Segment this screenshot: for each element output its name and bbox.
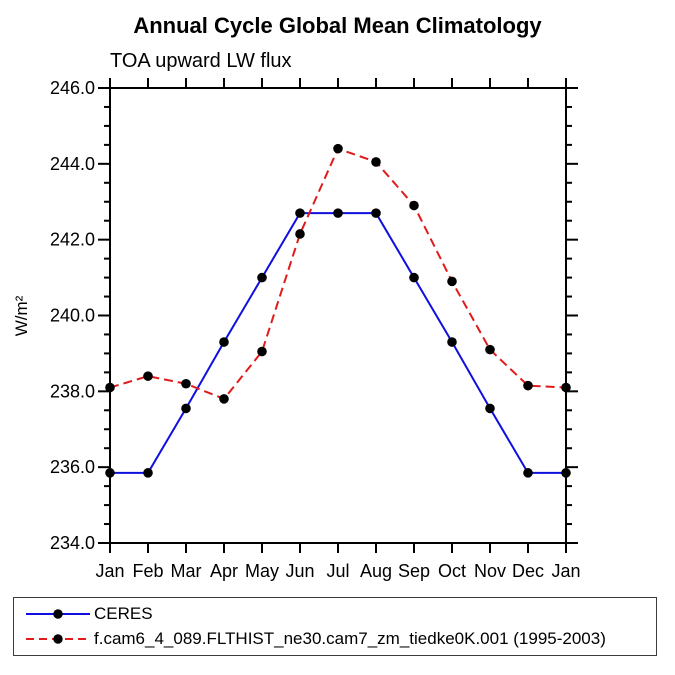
x-tick-label: Feb — [132, 561, 163, 581]
data-point-marker-series-0 — [447, 337, 457, 347]
data-point-marker-series-1 — [219, 394, 229, 404]
legend-solid-line-sample — [26, 608, 90, 619]
x-tick-label: Aug — [360, 561, 392, 581]
data-point-marker-series-1 — [257, 346, 267, 357]
x-tick-label: Apr — [210, 561, 238, 581]
data-point-marker-series-0 — [561, 468, 571, 478]
data-point-marker-series-0 — [333, 208, 343, 218]
data-point-marker-series-0 — [143, 468, 153, 478]
data-point-marker-series-1 — [105, 382, 115, 393]
x-tick-label: Nov — [474, 561, 506, 581]
y-tick-label: 238.0 — [50, 381, 95, 401]
data-point-marker-series-1 — [561, 382, 571, 393]
legend-box: CERES f.cam6_4_089.FLTHIST_ne30.cam7_zm_… — [13, 597, 657, 656]
series-line-0 — [110, 212, 566, 474]
y-tick-label: 242.0 — [50, 230, 95, 250]
data-point-marker-series-1 — [181, 378, 191, 389]
data-point-marker-series-0 — [105, 468, 115, 478]
data-point-marker-series-1 — [409, 200, 419, 211]
legend-dashed-line-sample — [26, 634, 90, 645]
data-point-marker-series-1 — [295, 229, 305, 239]
x-tick-label: Dec — [512, 561, 544, 581]
data-point-marker-series-0 — [181, 403, 191, 414]
chart-title: Annual Cycle Global Mean Climatology — [133, 13, 542, 38]
data-point-marker-series-1 — [523, 380, 533, 391]
data-point-marker-series-0 — [219, 337, 229, 347]
chart-subtitle: TOA upward LW flux — [110, 50, 292, 72]
x-tick-label: Jan — [95, 561, 124, 581]
data-point-marker-series-0 — [485, 403, 495, 414]
x-tick-label: Oct — [438, 561, 466, 581]
data-point-marker-series-1 — [333, 143, 343, 154]
data-point-marker-series-1 — [447, 276, 457, 287]
data-point-marker-series-0 — [523, 468, 533, 478]
data-point-marker-series-1 — [371, 157, 381, 167]
x-tick-label: Mar — [171, 561, 202, 581]
y-tick-label: 234.0 — [50, 533, 95, 553]
y-tick-label: 236.0 — [50, 457, 95, 477]
data-point-marker-series-1 — [485, 344, 495, 355]
x-tick-label: Jun — [285, 561, 314, 581]
legend-item-ceres: CERES — [25, 604, 656, 624]
data-point-marker-series-0 — [257, 272, 267, 283]
y-tick-label: 240.0 — [50, 306, 95, 326]
legend-item-model: f.cam6_4_089.FLTHIST_ne30.cam7_zm_tiedke… — [25, 629, 656, 649]
y-tick-label: 246.0 — [50, 78, 95, 98]
legend-label-model: f.cam6_4_089.FLTHIST_ne30.cam7_zm_tiedke… — [94, 629, 606, 649]
data-point-marker-series-0 — [371, 208, 381, 218]
legend-label-ceres: CERES — [94, 603, 153, 623]
data-point-marker-series-0 — [409, 272, 419, 283]
x-tick-label: Sep — [398, 561, 430, 581]
legend-marker-dot — [53, 634, 63, 645]
x-tick-label: May — [245, 561, 279, 581]
x-tick-label: Jan — [551, 561, 580, 581]
series-line-1 — [109, 147, 567, 401]
data-point-marker-series-1 — [143, 371, 153, 381]
y-tick-label: 244.0 — [50, 154, 95, 174]
plot-area: 234.0 236.0 238.0 240.0 242.0 244.0 246.0 Jan Fe… — [50, 78, 581, 581]
plot-frame — [109, 87, 567, 544]
legend-marker-dot — [53, 608, 63, 619]
x-tick-label: Jul — [326, 561, 349, 581]
data-point-marker-series-0 — [295, 208, 305, 218]
